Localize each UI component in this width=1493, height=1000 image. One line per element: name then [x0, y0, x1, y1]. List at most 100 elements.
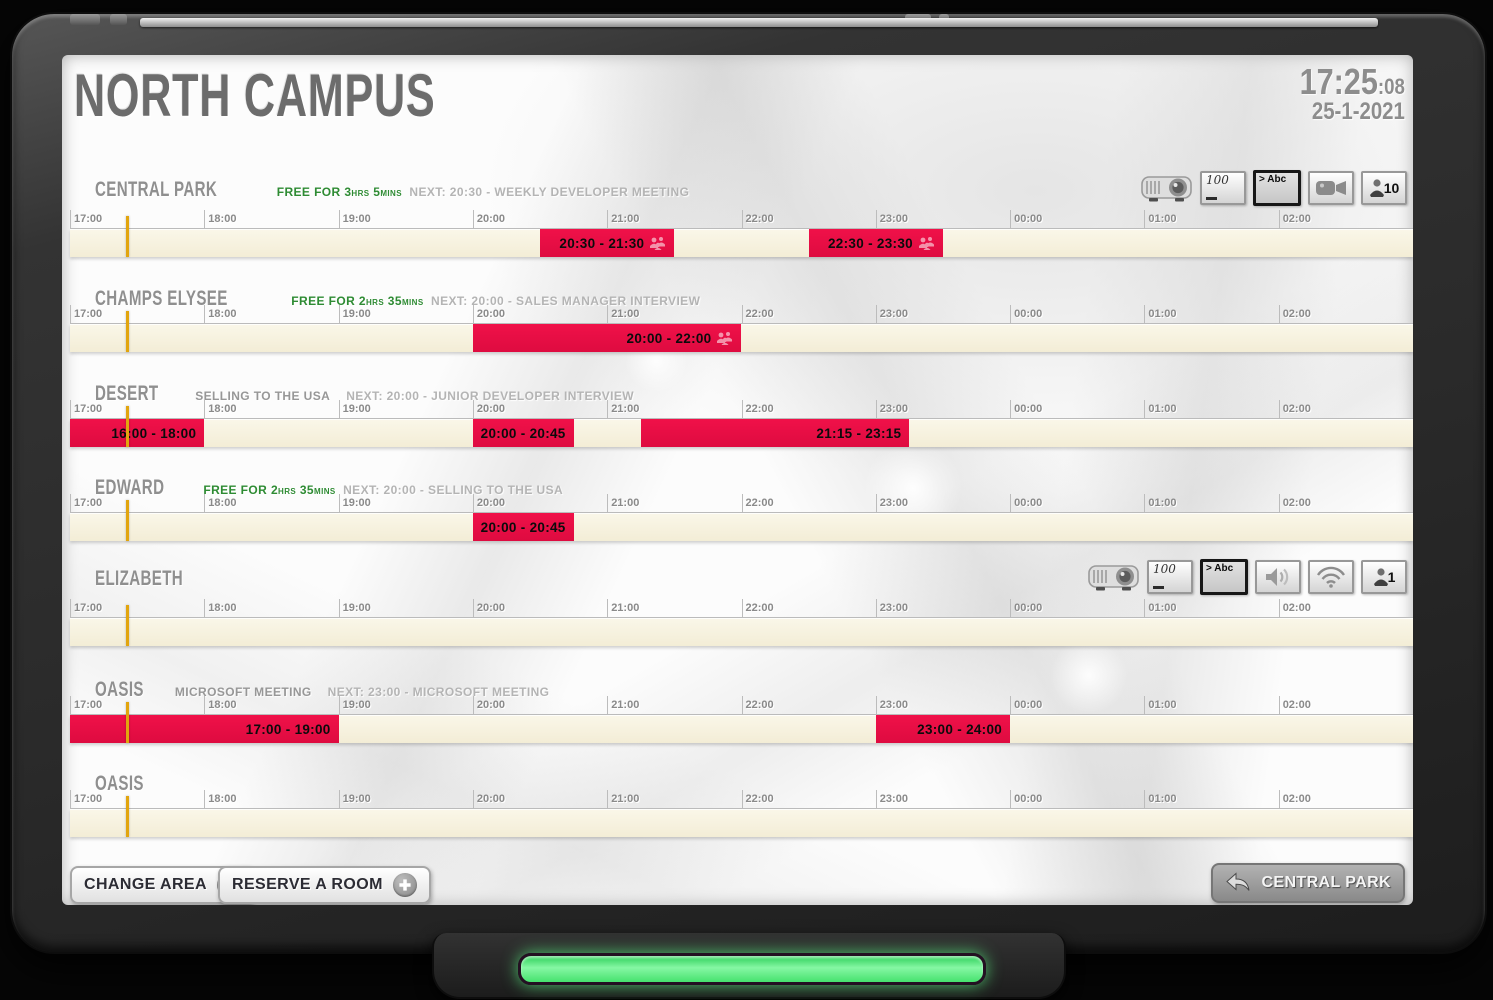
hour-label: 23:00	[879, 308, 908, 320]
whiteboard-marker	[1206, 197, 1217, 200]
hour-label: 17:00	[74, 497, 103, 509]
room-name[interactable]: CHAMPS ELYSEE	[95, 287, 228, 310]
hour-label: 18:00	[208, 497, 237, 509]
whiteboard-icon: 100	[1200, 171, 1246, 205]
next-meeting-label: NEXT: 20:00 - SALES MANAGER INTERVIEW	[431, 294, 701, 308]
whiteboard-marker	[1153, 586, 1164, 589]
reserve-room-label: RESERVE A ROOM	[232, 876, 383, 893]
room-name[interactable]: ELIZABETH	[95, 567, 184, 590]
camera-icon	[1308, 171, 1354, 205]
booking-block[interactable]: 20:00 - 22:00	[472, 324, 742, 352]
room-row[interactable]: OASIS MICROSOFT MEETING NEXT: 23:00 - MIC…	[70, 654, 1413, 749]
minutes-unit: MINS	[380, 189, 402, 198]
hour-label: 02:00	[1282, 403, 1311, 415]
booking-time-label: 21:15 - 23:15	[816, 425, 902, 441]
booking-block[interactable]: 20:00 - 20:45	[472, 419, 574, 447]
booking-block[interactable]: 17:00 - 19:00	[70, 715, 339, 743]
hour-tick	[607, 210, 609, 228]
hour-label: 20:00	[476, 308, 506, 320]
booking-block[interactable]: 20:00 - 20:45	[472, 513, 574, 541]
timeline-bar[interactable]: 20:00 - 20:45	[70, 513, 1413, 541]
next-meeting-label: NEXT: 20:30 - WEEKLY DEVELOPER MEETING	[409, 185, 690, 199]
room-row[interactable]: EDWARD FREE FOR 2HRS 35MINS NEXT: 20:00 …	[70, 452, 1413, 547]
room-status: MICROSOFT MEETING NEXT: 23:00 - MICROSOFT…	[175, 685, 550, 699]
hour-label: 00:00	[1014, 793, 1043, 805]
current-time-marker	[126, 406, 130, 447]
minutes-unit: MINS	[314, 487, 336, 496]
timeline-bar[interactable]: 20:00 - 22:00	[70, 324, 1413, 352]
hour-tick	[875, 599, 877, 617]
free-for-label: FREE FOR 2HRS 35MINS	[203, 483, 336, 497]
hour-label: 19:00	[342, 793, 371, 805]
timeline-bar[interactable]	[70, 809, 1413, 837]
timeline-bar[interactable]: 17:00 - 19:00 23:00 - 24:00	[70, 715, 1413, 743]
hour-tick	[875, 210, 877, 228]
room-name[interactable]: EDWARD	[95, 476, 165, 499]
tablet-button	[70, 14, 100, 25]
hour-label: 01:00	[1148, 497, 1177, 509]
timeline-hours: 17:00 18:00 19:00 20:00 21:00 22:00 23:00 00:00…	[70, 305, 1413, 324]
booking-block[interactable]: 21:15 - 23:15	[640, 419, 910, 447]
screen: NORTH CAMPUS 17:25:08 25-1-2021 CENTRAL …	[62, 55, 1413, 905]
hour-tick	[1144, 305, 1146, 323]
hour-tick	[1010, 494, 1012, 512]
booking-block[interactable]: 16:00 - 18:00	[70, 419, 205, 447]
booking-block[interactable]: 22:30 - 23:30	[808, 229, 943, 257]
reserve-room-button[interactable]: RESERVE A ROOM	[218, 866, 431, 904]
booking-time-label: 16:00 - 18:00	[111, 425, 197, 441]
hour-tick	[741, 599, 743, 617]
hour-tick	[204, 599, 206, 617]
hour-label: 02:00	[1282, 793, 1311, 805]
hour-label: 18:00	[208, 793, 237, 805]
hour-tick	[70, 305, 71, 323]
timeline-bar[interactable]: 16:00 - 18:00 20:00 - 20:45 21:15 - 23:15	[70, 419, 1413, 447]
hour-label: 20:00	[476, 403, 506, 415]
hour-label: 17:00	[74, 793, 103, 805]
hour-tick	[204, 696, 206, 714]
timeline-hours: 17:00 18:00 19:00 20:00 21:00 22:00 23:00 00:00…	[70, 790, 1413, 809]
current-time-marker	[126, 605, 130, 646]
hour-label: 19:00	[342, 308, 371, 320]
room-header: OASIS	[95, 772, 163, 796]
hour-label: 17:00	[74, 308, 103, 320]
hour-label: 01:00	[1148, 699, 1177, 711]
booking-block[interactable]: 20:30 - 21:30	[540, 229, 675, 257]
room-name[interactable]: DESERT	[95, 382, 159, 405]
booking-time-label: 23:00 - 24:00	[917, 721, 1003, 737]
back-to-room-button[interactable]: CENTRAL PARK	[1211, 863, 1405, 903]
room-name[interactable]: OASIS	[95, 678, 144, 701]
hour-label: 22:00	[745, 497, 774, 509]
hour-tick	[70, 494, 71, 512]
hour-label: 18:00	[208, 602, 237, 614]
change-area-label: CHANGE AREA	[84, 876, 207, 893]
room-row[interactable]: CHAMPS ELYSEE FREE FOR 2HRS 35MINS NEXT:…	[70, 263, 1413, 358]
hour-tick	[741, 696, 743, 714]
room-row[interactable]: ELIZABETH 100 > Abc 1 17:00 18:00 19:00 20:00…	[70, 557, 1413, 652]
hour-tick	[875, 400, 877, 418]
hour-tick	[607, 494, 609, 512]
hour-label: 21:00	[611, 699, 640, 711]
room-header: ELIZABETH	[95, 567, 217, 591]
hour-tick	[875, 305, 877, 323]
room-amenities: 100 > Abc 10	[1141, 170, 1407, 206]
timeline-bar[interactable]	[70, 618, 1413, 646]
booking-block[interactable]: 23:00 - 24:00	[875, 715, 1011, 743]
room-name[interactable]: OASIS	[95, 772, 144, 795]
current-meeting-label: MICROSOFT MEETING	[174, 685, 312, 699]
hour-tick	[472, 599, 474, 617]
room-row[interactable]: DESERT SELLING TO THE USA NEXT: 20:00 - J…	[70, 358, 1413, 453]
hour-label: 23:00	[879, 403, 908, 415]
room-name[interactable]: CENTRAL PARK	[95, 178, 218, 201]
current-time-marker	[126, 500, 130, 541]
hour-tick	[607, 305, 609, 323]
hour-tick	[70, 696, 71, 714]
room-status: FREE FOR 2HRS 35MINS NEXT: 20:00 - SELLI…	[203, 483, 563, 497]
hour-label: 23:00	[879, 793, 908, 805]
hour-tick	[338, 790, 340, 808]
room-row[interactable]: OASIS 17:00 18:00 19:00 20:00 21:00 22:00 23:0…	[70, 748, 1413, 843]
hour-tick	[1278, 790, 1280, 808]
hour-label: 01:00	[1148, 213, 1177, 225]
timeline-bar[interactable]: 20:30 - 21:30 22:30 - 23:30	[70, 229, 1413, 257]
room-row[interactable]: CENTRAL PARK FREE FOR 3HRS 5MINS NEXT: 2…	[70, 168, 1413, 263]
hour-label: 19:00	[342, 602, 371, 614]
